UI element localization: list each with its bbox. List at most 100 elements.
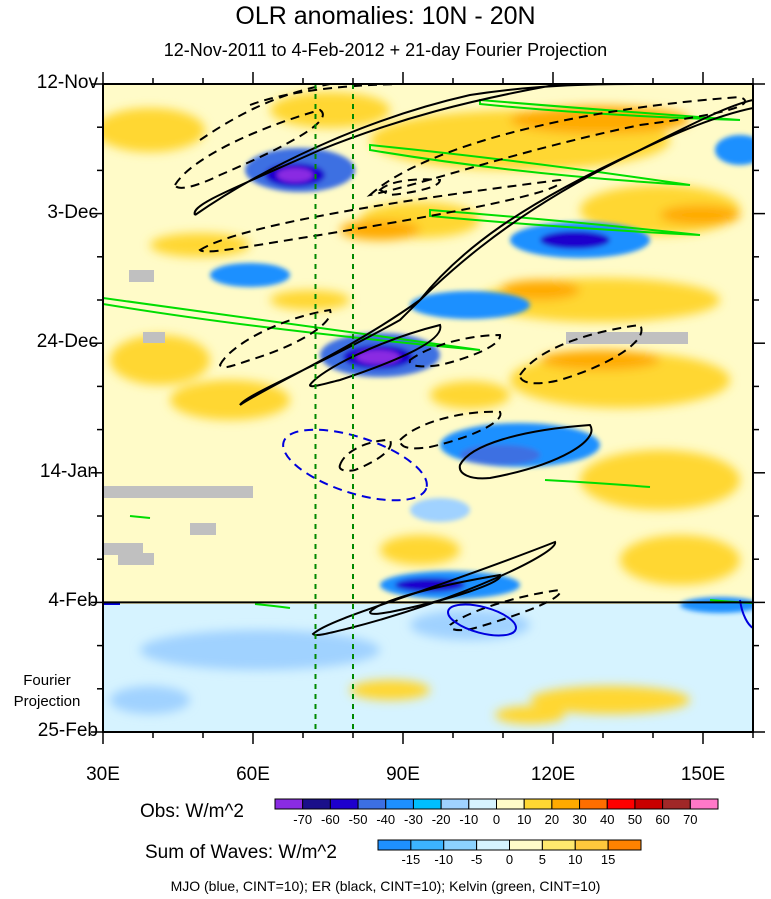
- kelvin-contour: [254, 603, 291, 609]
- kelvin-contour: [544, 479, 651, 488]
- missing-patch: [566, 332, 688, 344]
- patch: [540, 231, 610, 249]
- colorbar-swatch: [357, 798, 387, 810]
- mjo-contour: [447, 603, 517, 637]
- missing-patch: [118, 553, 154, 565]
- colorbar-tick-label: 10: [568, 852, 583, 867]
- colorbar-tick-label: -60: [320, 812, 340, 827]
- obs-colorbar-label: Obs: W/m^2: [140, 801, 244, 822]
- patch: [110, 335, 210, 385]
- patch: [380, 535, 460, 565]
- colorbar-swatch: [541, 839, 576, 851]
- colorbar-swatch: [412, 798, 442, 810]
- er-solid-contours: [193, 84, 753, 637]
- patch: [430, 381, 510, 409]
- positive-anomaly-patches: [103, 92, 740, 585]
- patch: [150, 233, 250, 257]
- colorbar-tick-label: -10: [434, 852, 454, 867]
- missing-data: [103, 270, 688, 565]
- colorbar-tick-label: 60: [655, 812, 670, 827]
- er-contour: [366, 95, 747, 197]
- colorbar-tick-label: 5: [538, 852, 546, 867]
- colorbar-swatch: [574, 839, 609, 851]
- patch: [680, 597, 753, 613]
- er-contour: [199, 84, 401, 141]
- patch: [620, 535, 740, 585]
- er-contour: [448, 588, 562, 632]
- missing-patch: [129, 270, 154, 282]
- colorbar-swatch: [634, 798, 664, 810]
- kelvin-contour: [369, 143, 691, 186]
- missing-patch: [190, 523, 216, 535]
- patch: [495, 706, 565, 724]
- axis-ticks: [91, 72, 765, 744]
- colorbar-tick-label: -20: [431, 812, 451, 827]
- chart-title: OLR anomalies: 10N - 20N: [235, 2, 536, 30]
- er-dashed-contours: [173, 84, 747, 632]
- patch: [530, 686, 690, 714]
- colorbar-swatch: [443, 839, 478, 851]
- chart-subtitle: 12-Nov-2011 to 4-Feb-2012 + 21-day Fouri…: [163, 40, 608, 60]
- colorbar-swatch: [496, 798, 525, 810]
- patch: [210, 263, 290, 287]
- missing-patch: [143, 332, 165, 343]
- kelvin-contour: [103, 296, 481, 351]
- colorbar-tick-label: -10: [459, 812, 479, 827]
- patch: [356, 350, 400, 364]
- patch: [410, 498, 470, 522]
- er-contour: [311, 540, 557, 637]
- er-contour: [308, 323, 442, 388]
- legend-note: MJO (blue, CINT=10); ER (black, CINT=10)…: [170, 878, 601, 894]
- colorbar-tick-label: 20: [544, 812, 560, 827]
- patch: [460, 445, 540, 465]
- patch: [410, 291, 530, 319]
- er-contour: [408, 333, 501, 368]
- patch: [270, 290, 350, 310]
- colorbar-tick-label: -30: [404, 812, 423, 827]
- kelvin-contour: [129, 515, 151, 519]
- colorbar-swatch: [551, 798, 581, 810]
- patch: [340, 220, 420, 240]
- y-tick-label: 3-Dec: [47, 201, 98, 223]
- colorbar-tick-label: 15: [600, 852, 616, 867]
- patch: [103, 108, 205, 152]
- colorbar-swatch: [579, 798, 608, 810]
- reference-lines: [314, 84, 354, 732]
- er-contour: [218, 308, 332, 369]
- colorbar-tick-label: 70: [683, 812, 698, 827]
- patch: [410, 610, 530, 640]
- negative-anomaly-patches: [210, 135, 753, 613]
- patch: [500, 280, 580, 300]
- colorbar-swatch: [607, 839, 642, 851]
- colorbar-tick-label: 30: [572, 812, 587, 827]
- patch: [277, 168, 313, 182]
- colorbar-swatch: [523, 798, 553, 810]
- colorbar-swatch: [274, 798, 304, 810]
- colorbar-swatch: [476, 839, 510, 851]
- anomaly-field: [103, 84, 753, 732]
- colorbar-tick-label: -15: [401, 852, 421, 867]
- colorbar-swatch: [440, 798, 470, 810]
- er-contour: [518, 323, 643, 385]
- mjo-contours: [103, 428, 753, 637]
- patch: [140, 630, 380, 670]
- patch: [350, 680, 430, 700]
- colorbar-tick-label: -40: [376, 812, 396, 827]
- er-contour: [198, 178, 562, 253]
- patch: [715, 135, 753, 165]
- patch: [170, 380, 290, 420]
- y-tick-label: 24-Dec: [36, 331, 98, 353]
- kelvin-contour: [479, 98, 741, 121]
- y-tick-label: 12-Nov: [36, 72, 98, 93]
- projection-label: Fourier Projection: [13, 672, 81, 710]
- x-tick-label: 60E: [236, 764, 270, 785]
- colorbar-tick-label: 10: [516, 812, 532, 827]
- colorbar-swatch: [329, 798, 359, 810]
- waves-colorbar: [377, 839, 642, 851]
- colorbar-swatch: [302, 798, 331, 810]
- patch: [540, 350, 660, 370]
- missing-patch: [103, 486, 253, 498]
- er-contour: [239, 99, 753, 406]
- colorbar-swatch: [606, 798, 636, 810]
